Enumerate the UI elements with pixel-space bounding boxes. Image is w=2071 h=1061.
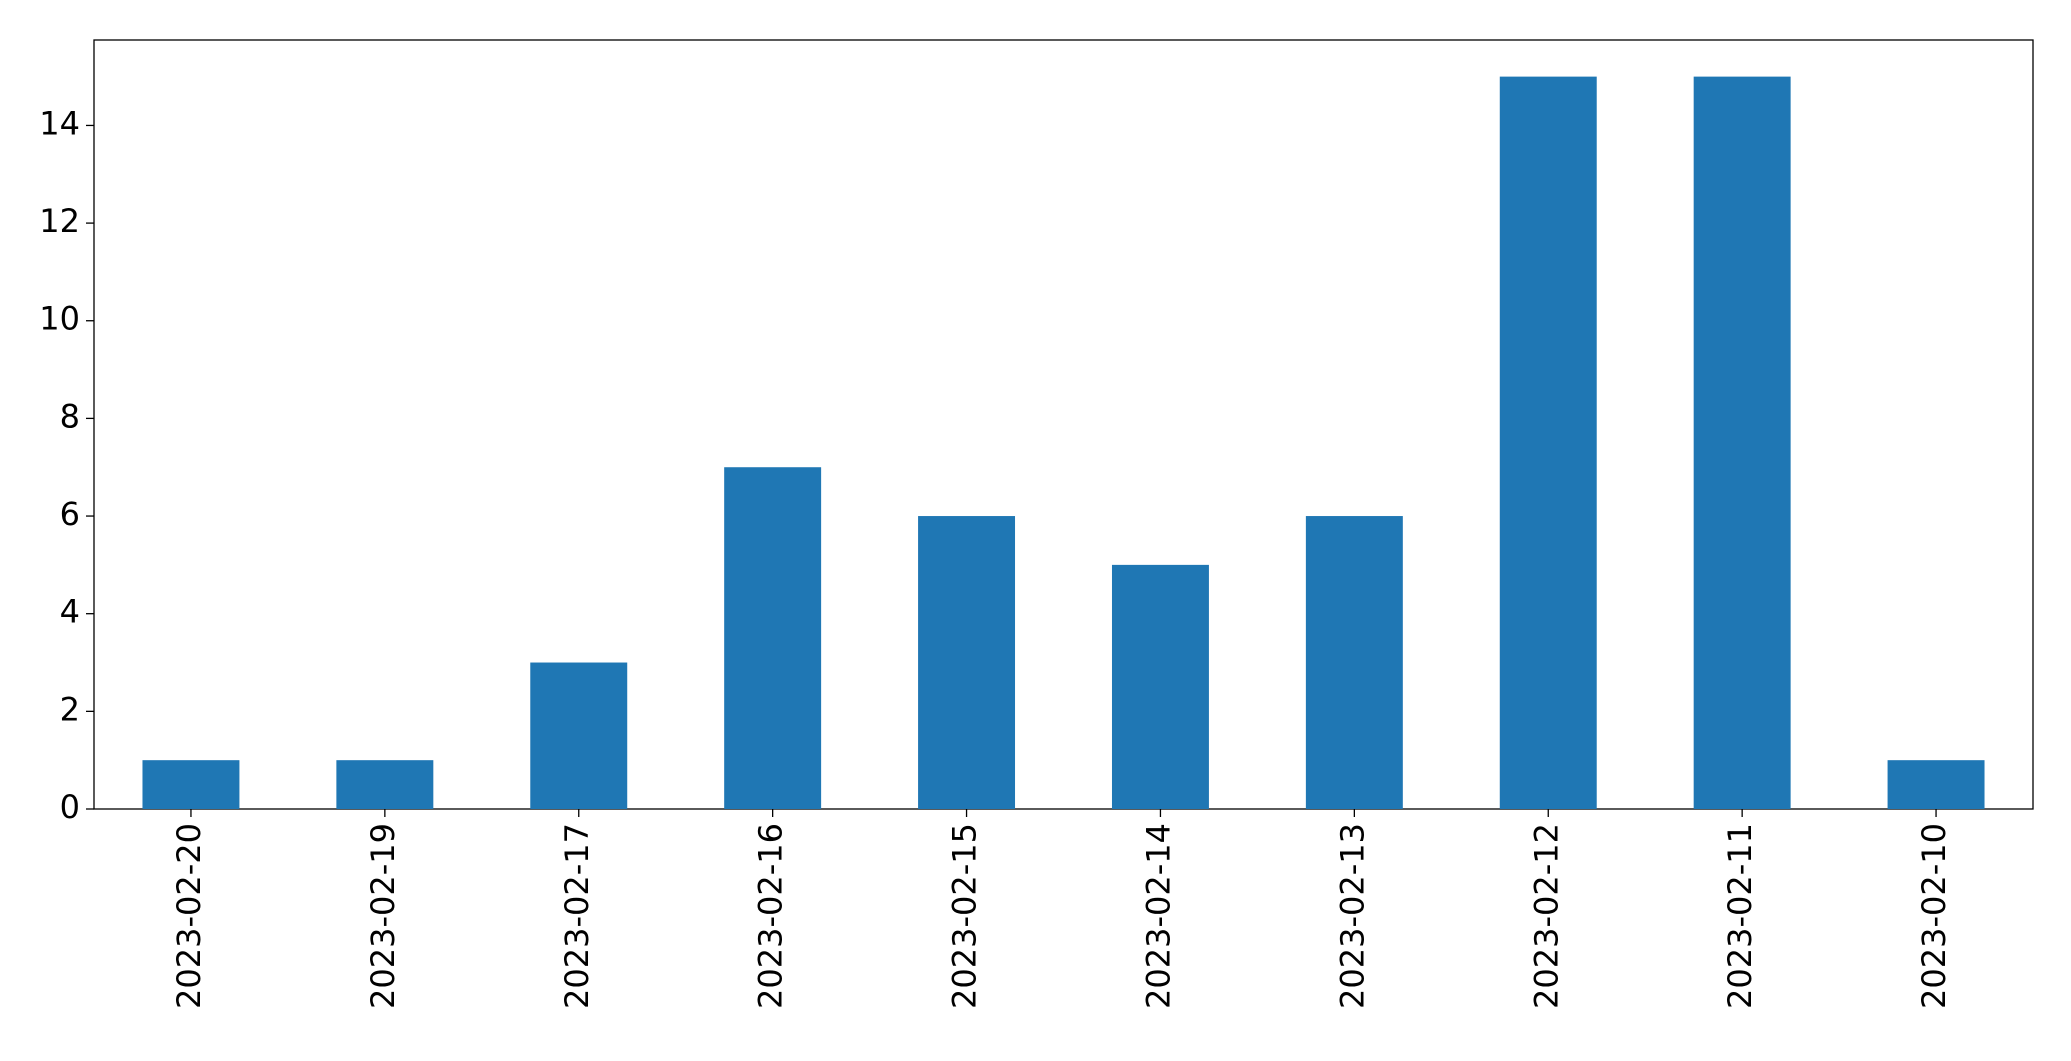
- bar: [1499, 76, 1597, 810]
- x-tick-label: 2023-02-14: [1139, 823, 1177, 1009]
- bar: [1111, 564, 1209, 809]
- plot-frame: [93, 39, 2034, 810]
- x-tick-label: 2023-02-12: [1527, 823, 1565, 1009]
- bar: [336, 760, 434, 809]
- x-tick-label: 2023-02-11: [1721, 823, 1759, 1009]
- y-tick-label: 12: [39, 202, 80, 240]
- bar: [1305, 516, 1403, 809]
- bar: [1693, 76, 1791, 810]
- y-tick-label: 10: [39, 300, 80, 338]
- bar: [918, 516, 1016, 809]
- y-tick-label: 0: [60, 788, 80, 826]
- bar: [724, 467, 822, 809]
- x-tick-label: 2023-02-19: [364, 823, 402, 1009]
- bar: [1887, 760, 1985, 809]
- y-tick-label: 6: [60, 495, 80, 533]
- y-tick-label: 2: [60, 690, 80, 728]
- x-tick-label: 2023-02-16: [752, 823, 790, 1009]
- y-tick-label: 4: [60, 593, 80, 631]
- x-tick-label: 2023-02-15: [946, 823, 984, 1009]
- x-tick-label: 2023-02-13: [1333, 823, 1371, 1009]
- bar: [142, 760, 240, 809]
- bar: [530, 662, 628, 809]
- y-tick-label: 8: [60, 397, 80, 435]
- y-tick-label: 14: [39, 104, 80, 142]
- x-tick-label: 2023-02-10: [1915, 823, 1953, 1009]
- x-tick-label: 2023-02-17: [558, 823, 596, 1009]
- x-tick-label: 2023-02-20: [170, 823, 208, 1009]
